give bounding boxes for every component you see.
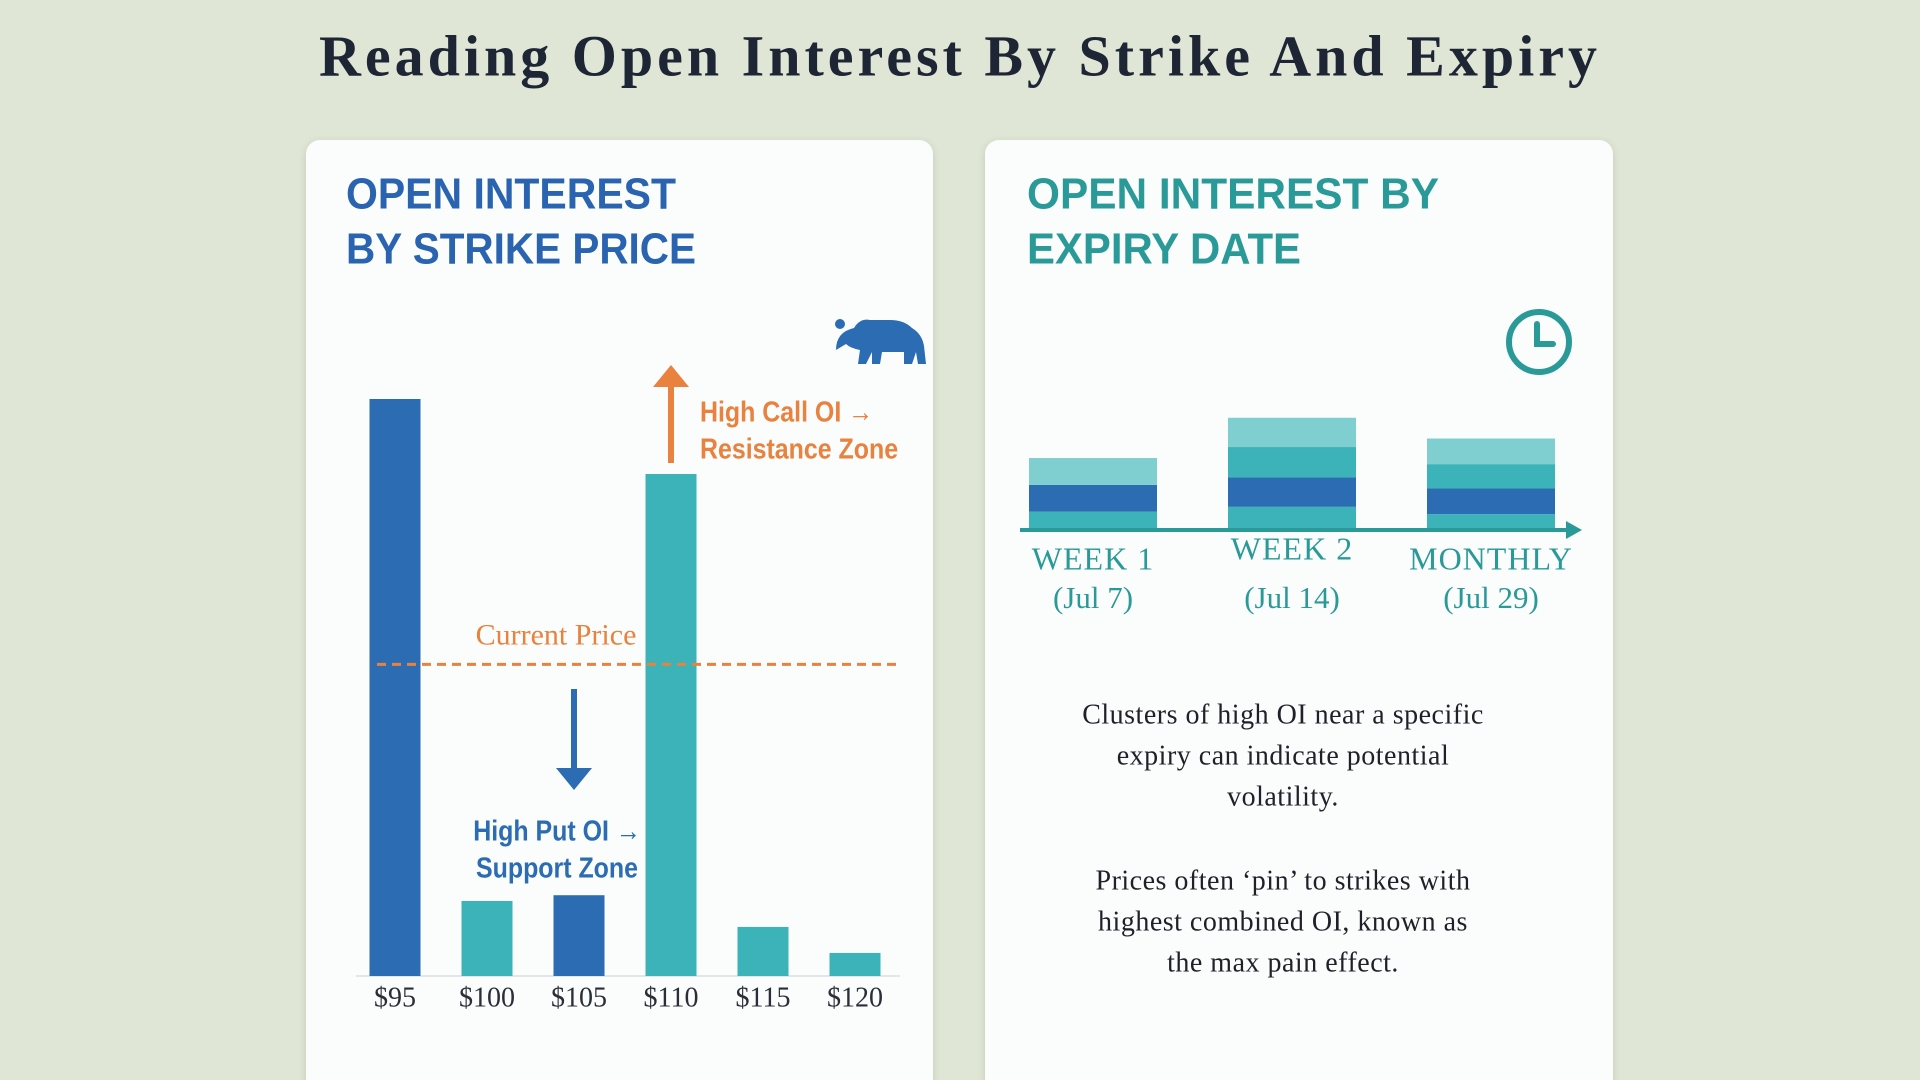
x-tick-sublabel: (Jul 29)	[1443, 580, 1539, 615]
note-text: the max pain effect.	[1167, 947, 1399, 978]
bar-segment	[1427, 464, 1555, 489]
annotation-text: Support Zone	[476, 852, 638, 884]
card-title-line: BY STRIKE PRICE	[346, 225, 696, 274]
x-tick-label: $105	[551, 982, 607, 1013]
x-tick-label: $95	[374, 982, 416, 1013]
x-tick-label: $115	[736, 982, 791, 1013]
annotation-arrowhead	[556, 768, 592, 790]
bear-icon	[835, 319, 926, 364]
note-text: volatility.	[1227, 781, 1339, 812]
reference-label: Current Price	[476, 618, 637, 651]
x-tick-label: WEEK 1	[1032, 540, 1154, 576]
x-tick-label: $120	[827, 982, 883, 1013]
bar-segment	[1228, 447, 1356, 478]
card-title: OPEN INTEREST BY EXPIRY DATE	[1027, 170, 1439, 274]
x-tick-sublabel: (Jul 7)	[1053, 580, 1133, 615]
bar-segment	[1029, 484, 1157, 512]
bar	[369, 399, 421, 976]
bar	[829, 952, 881, 976]
note-text: Clusters of high OI near a specific	[1082, 699, 1484, 730]
bar-segment	[1228, 506, 1356, 530]
bar-segment	[1427, 438, 1555, 465]
bar-segment	[1029, 458, 1157, 485]
card-title-line: OPEN INTEREST BY	[1027, 170, 1439, 219]
x-tick-sublabel: (Jul 14)	[1244, 580, 1340, 615]
bar	[737, 926, 789, 976]
bar-segment	[1029, 511, 1157, 530]
page-title: Reading Open Interest By Strike And Expi…	[319, 23, 1601, 88]
bar-segment	[1427, 514, 1555, 530]
x-tick-label: WEEK 2	[1231, 530, 1353, 566]
x-tick-label: $110	[644, 982, 699, 1013]
bar	[461, 900, 513, 976]
annotation-text: High Call OI →	[700, 396, 873, 428]
x-tick-label: $100	[459, 982, 515, 1013]
bar-segment	[1228, 417, 1356, 448]
annotation-text: High Put OI →	[473, 815, 641, 847]
card	[306, 140, 933, 1080]
x-tick-label: MONTHLY	[1409, 540, 1573, 576]
card	[985, 140, 1613, 1080]
card-title-line: EXPIRY DATE	[1027, 225, 1301, 274]
bar	[553, 895, 605, 976]
bar-segment	[1427, 488, 1555, 515]
note-text: highest combined OI, known as	[1098, 906, 1468, 937]
annotation-arrowhead	[653, 365, 689, 387]
annotation-text: Resistance Zone	[700, 433, 898, 465]
note-text: Prices often ‘pin’ to strikes with	[1096, 865, 1471, 896]
card-title-line: OPEN INTEREST	[346, 170, 676, 219]
note-text: expiry can indicate potential	[1117, 740, 1449, 771]
axis-arrowhead	[1566, 521, 1582, 539]
bar-segment	[1228, 477, 1356, 507]
clock-icon	[1506, 309, 1572, 375]
card-title: OPEN INTEREST BY STRIKE PRICE	[346, 170, 696, 274]
bar	[645, 474, 697, 976]
